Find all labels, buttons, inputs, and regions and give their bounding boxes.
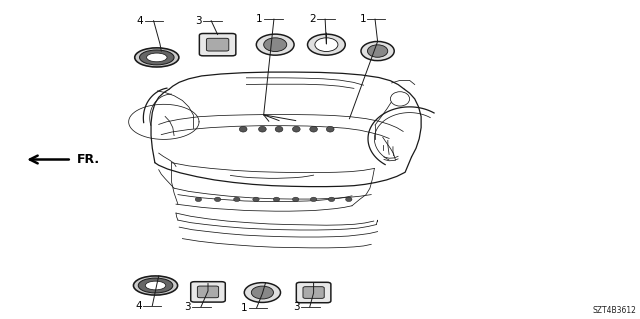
FancyBboxPatch shape: [191, 282, 225, 302]
Ellipse shape: [134, 276, 177, 295]
FancyBboxPatch shape: [303, 287, 324, 298]
Ellipse shape: [239, 126, 247, 132]
Text: 1: 1: [256, 14, 262, 24]
Text: SZT4B3612: SZT4B3612: [593, 306, 637, 315]
Ellipse shape: [214, 197, 221, 202]
Ellipse shape: [244, 283, 280, 302]
Text: 1: 1: [241, 303, 248, 313]
Ellipse shape: [195, 197, 202, 202]
Text: 2: 2: [310, 14, 316, 24]
Ellipse shape: [346, 197, 352, 202]
Ellipse shape: [264, 38, 287, 51]
Ellipse shape: [138, 278, 173, 293]
Text: 4: 4: [137, 16, 143, 26]
FancyBboxPatch shape: [296, 282, 331, 303]
Ellipse shape: [315, 38, 338, 51]
Text: 3: 3: [184, 302, 191, 312]
Ellipse shape: [140, 50, 174, 65]
Ellipse shape: [292, 126, 300, 132]
Ellipse shape: [145, 281, 166, 290]
Ellipse shape: [256, 34, 294, 55]
Text: FR.: FR.: [77, 153, 100, 166]
Ellipse shape: [292, 197, 299, 202]
Ellipse shape: [135, 48, 179, 67]
Ellipse shape: [328, 197, 335, 202]
Text: 3: 3: [293, 302, 300, 312]
Ellipse shape: [367, 45, 388, 57]
Text: 4: 4: [136, 300, 142, 311]
Ellipse shape: [259, 126, 266, 132]
Ellipse shape: [390, 92, 410, 106]
Ellipse shape: [253, 197, 259, 202]
Text: 1: 1: [360, 14, 366, 24]
Text: 3: 3: [195, 16, 202, 26]
Ellipse shape: [234, 197, 240, 202]
Ellipse shape: [326, 126, 334, 132]
Ellipse shape: [310, 197, 317, 202]
FancyBboxPatch shape: [197, 286, 219, 298]
Ellipse shape: [275, 126, 283, 132]
Ellipse shape: [310, 126, 317, 132]
Ellipse shape: [307, 34, 346, 55]
FancyBboxPatch shape: [206, 38, 229, 51]
Ellipse shape: [361, 41, 394, 61]
Ellipse shape: [273, 197, 280, 202]
Ellipse shape: [252, 286, 273, 299]
Ellipse shape: [147, 53, 167, 62]
FancyBboxPatch shape: [200, 33, 236, 56]
